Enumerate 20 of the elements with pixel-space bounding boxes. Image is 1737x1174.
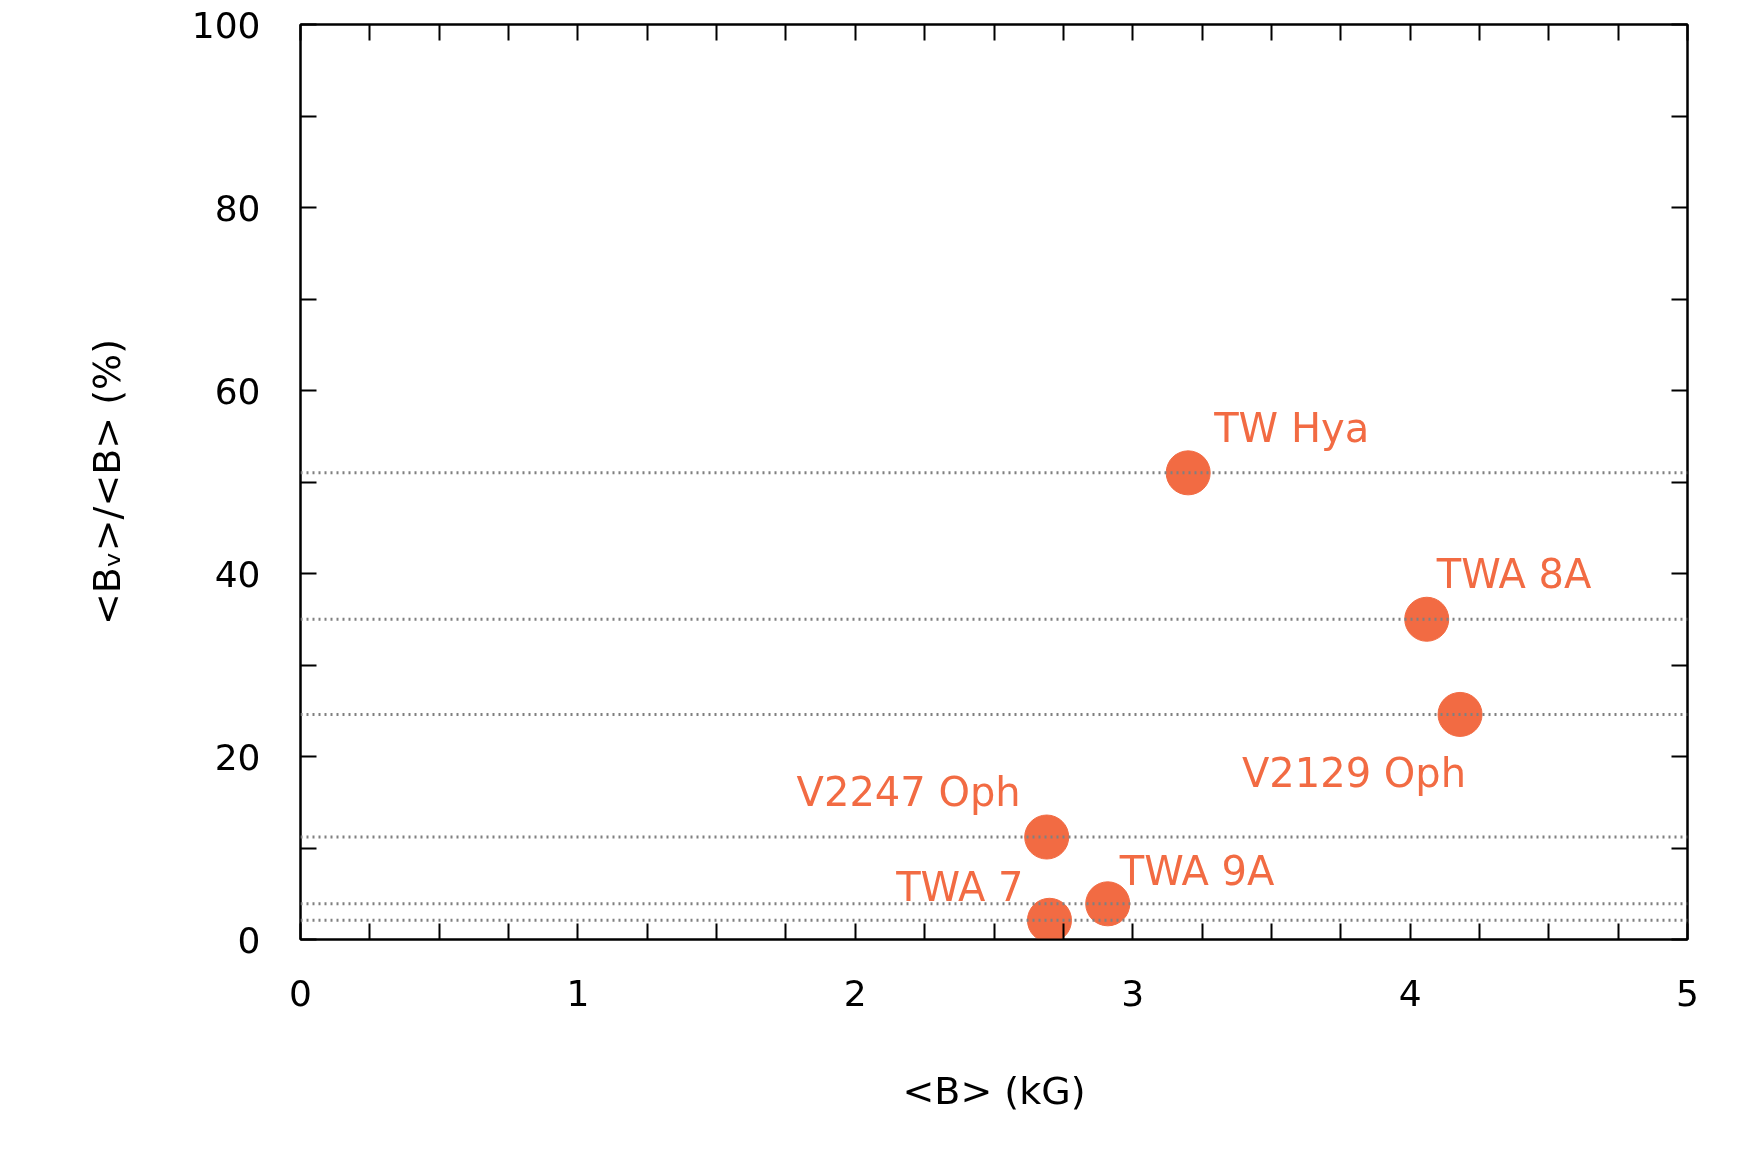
annotation: TW Hya	[1213, 404, 1370, 451]
y-tick-label: 80	[214, 187, 261, 229]
y-tick-label: 20	[214, 736, 261, 778]
annotation: V2247 Oph	[796, 769, 1021, 816]
x-tick-label: 4	[1398, 972, 1422, 1014]
y-tick-label: 0	[237, 919, 261, 961]
x-tick-label: 0	[289, 972, 312, 1014]
y-tick-label: 60	[214, 370, 261, 412]
annotation: V2129 Oph	[1241, 750, 1467, 797]
y-tick-label: 100	[191, 4, 261, 46]
x-axis-title: <B> (kG)	[902, 1068, 1086, 1113]
annotation: TWA 9A	[1118, 847, 1276, 894]
annotation: TWA 7	[895, 864, 1024, 911]
y-tick-label: 40	[214, 553, 261, 595]
x-tick-label: 2	[843, 972, 867, 1014]
annotation: TWA 8A	[1435, 551, 1593, 598]
y-axis-title: <Bᵥ>/<B> (%)	[84, 339, 129, 625]
x-tick-label: 5	[1676, 972, 1699, 1014]
x-tick-label: 3	[1121, 972, 1145, 1014]
x-tick-label: 1	[566, 972, 590, 1014]
